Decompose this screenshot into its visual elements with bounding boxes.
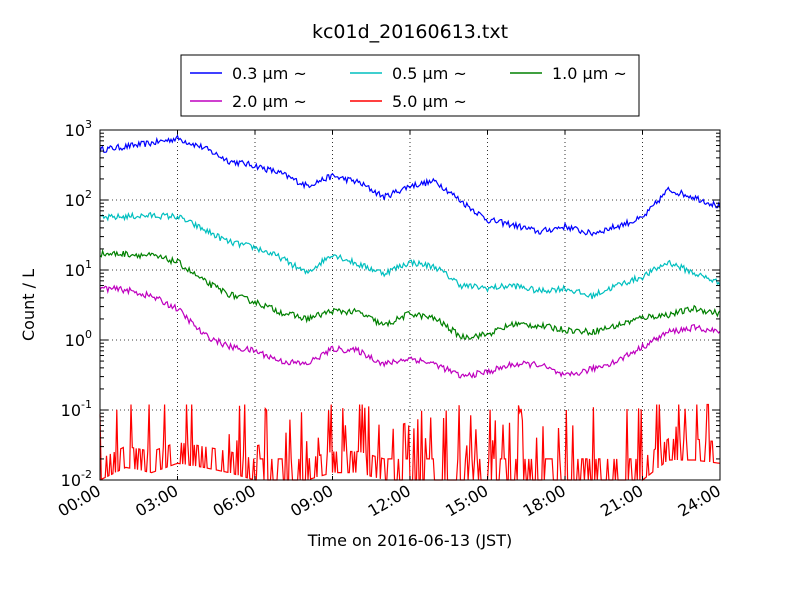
- series-line: [99, 134, 721, 237]
- y-tick-label: 10-1: [61, 398, 92, 420]
- y-tick-label: 101: [65, 258, 92, 280]
- y-tick-label: 10-2: [61, 468, 92, 490]
- x-tick-label: 09:00: [287, 481, 336, 521]
- y-tick-label: 100: [65, 328, 92, 350]
- legend-label: 0.5 μm ~: [392, 64, 467, 83]
- y-tick-label: 102: [65, 188, 92, 210]
- gridlines: [100, 130, 720, 480]
- x-tick-label: 15:00: [442, 481, 491, 521]
- x-tick-label: 06:00: [210, 481, 259, 521]
- x-tick-label: 18:00: [520, 481, 569, 521]
- x-tick-label: 12:00: [365, 481, 414, 521]
- legend: 0.3 μm ~ 0.5 μm ~ 1.0 μm ~ 2.0 μm ~ 5.0 μm ~: [190, 64, 627, 111]
- legend-box: [180, 54, 640, 117]
- y-axis: 10-2 10-1 100 101 102 103: [61, 118, 720, 490]
- y-tick-label: 103: [65, 118, 92, 140]
- x-tick-label: 21:00: [597, 481, 646, 521]
- chart-title: kc01d_20160613.txt: [312, 21, 508, 43]
- legend-label: 2.0 μm ~: [232, 92, 307, 111]
- series-line: [99, 248, 721, 341]
- series-line: [99, 211, 721, 300]
- x-tick-label: 03:00: [132, 481, 181, 521]
- legend-label: 1.0 μm ~: [552, 64, 627, 83]
- x-tick-label: 24:00: [675, 481, 724, 521]
- x-axis-label: Time on 2016-06-13 (JST): [307, 531, 512, 550]
- y-axis-label: Count / L: [19, 269, 38, 341]
- legend-label: 5.0 μm ~: [392, 92, 467, 111]
- legend-label: 0.3 μm ~: [232, 64, 307, 83]
- series-line: [99, 284, 721, 379]
